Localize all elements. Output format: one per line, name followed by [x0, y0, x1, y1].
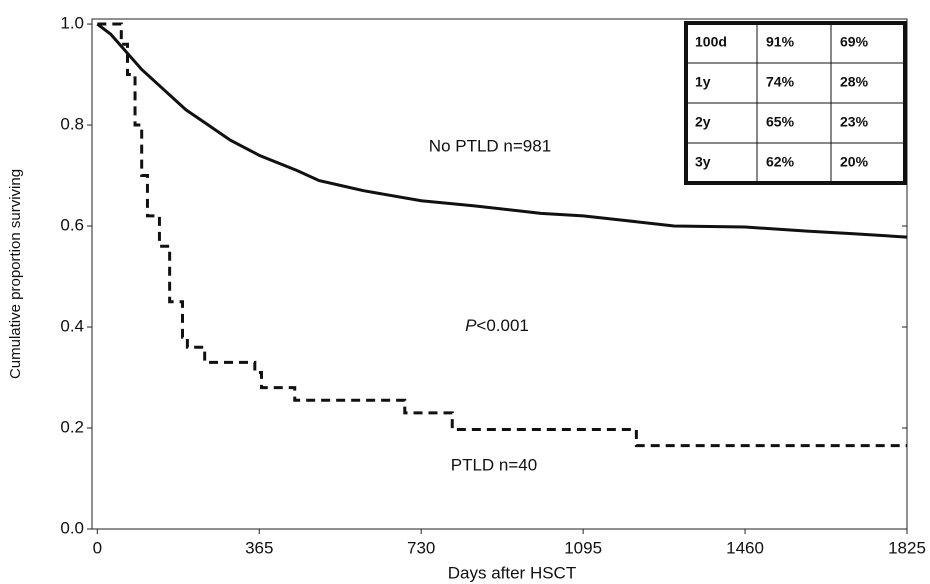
table-cell: 91%: [766, 34, 795, 50]
y-tick-label: 0.6: [60, 216, 84, 235]
y-tick-label: 0.4: [60, 317, 84, 336]
y-tick-label: 0.8: [60, 115, 84, 134]
table-cell: 74%: [766, 74, 795, 90]
x-axis-label: Days after HSCT: [448, 563, 576, 582]
y-axis-label: Cumulative proportion surviving: [7, 169, 24, 379]
y-tick-label: 1.0: [60, 14, 84, 33]
table-cell: 62%: [766, 154, 795, 170]
table-cell: 3y: [695, 154, 711, 170]
p-value: P<0.001: [465, 316, 529, 335]
p-number: <0.001: [476, 316, 528, 335]
table-cell: 20%: [840, 154, 869, 170]
y-tick-label: 0.0: [60, 518, 84, 537]
plot-frame: [91, 18, 908, 530]
x-tick-label: 365: [245, 538, 273, 557]
table-cell: 2y: [695, 114, 711, 130]
x-tick-label: 1095: [564, 538, 602, 557]
table-cell: 100d: [695, 34, 727, 50]
table-cell: 23%: [840, 114, 869, 130]
x-tick-label: 1825: [888, 538, 926, 557]
table-cell: 69%: [840, 34, 869, 50]
y-tick-label: 0.2: [60, 417, 84, 436]
table-cell: 1y: [695, 74, 711, 90]
survival-curve: [96, 22, 908, 239]
series-label: No PTLD n=981: [429, 136, 551, 155]
x-tick-label: 1460: [726, 538, 764, 557]
x-tick-label: 0: [93, 538, 102, 557]
series-label: PTLD n=40: [451, 455, 537, 474]
survival-curve: [97, 22, 907, 448]
x-tick-label: 730: [407, 538, 435, 557]
table-cell: 28%: [840, 74, 869, 90]
table-cell: 65%: [766, 114, 795, 130]
p-symbol: P: [465, 316, 477, 335]
